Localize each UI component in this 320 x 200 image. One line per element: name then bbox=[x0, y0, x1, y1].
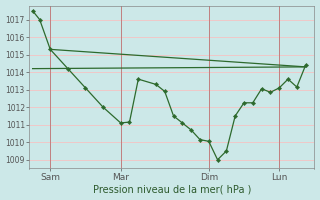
X-axis label: Pression niveau de la mer( hPa ): Pression niveau de la mer( hPa ) bbox=[92, 184, 251, 194]
